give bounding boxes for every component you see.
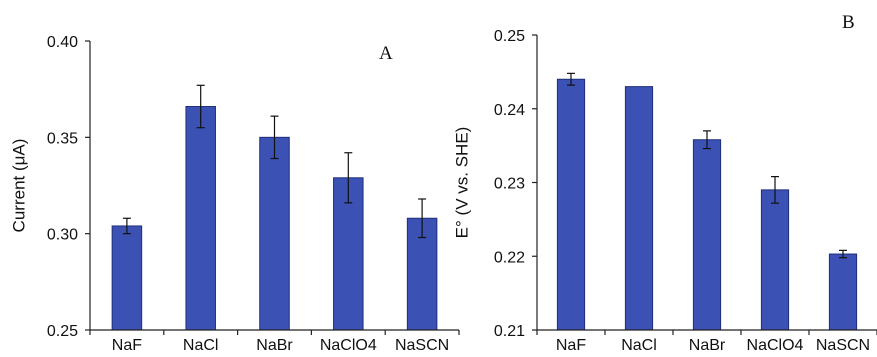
bar-nascn bbox=[828, 253, 858, 331]
y-axis-label: Current (μA) bbox=[9, 139, 28, 233]
x-tick-label: NaBr bbox=[689, 337, 726, 352]
bar-nabr bbox=[692, 139, 722, 331]
bar-nabr bbox=[259, 136, 290, 331]
x-tick-label: NaF bbox=[556, 337, 586, 352]
bar-naclo4 bbox=[760, 189, 790, 331]
x-tick-label: NaCl bbox=[621, 337, 657, 352]
bar-naf bbox=[556, 78, 586, 331]
y-tick-label: 0.40 bbox=[47, 34, 78, 51]
bar-nacl bbox=[624, 86, 654, 331]
y-tick-label: 0.30 bbox=[47, 227, 78, 244]
y-axis-label: E° (V vs. SHE) bbox=[452, 127, 471, 239]
x-tick-label: NaBr bbox=[256, 337, 293, 352]
y-tick-label: 0.22 bbox=[494, 249, 525, 266]
x-tick-label: NaClO4 bbox=[320, 337, 377, 352]
x-tick-label: NaSCN bbox=[395, 337, 449, 352]
x-tick-label: NaClO4 bbox=[747, 337, 804, 352]
y-tick-label: 0.25 bbox=[494, 28, 525, 45]
y-tick-label: 0.21 bbox=[494, 323, 525, 340]
y-tick-label: 0.35 bbox=[47, 130, 78, 147]
y-tick-label: 0.25 bbox=[47, 323, 78, 340]
panel-label: A bbox=[379, 43, 393, 64]
bar-nacl bbox=[185, 106, 216, 331]
x-tick-label: NaCl bbox=[183, 337, 219, 352]
y-tick-label: 0.23 bbox=[494, 176, 525, 193]
x-tick-label: NaSCN bbox=[816, 337, 870, 352]
chart-panel-b: 0.21 0.22 0.23 0.24 0.25 NaF NaCl NaBr NaClO4 NaS… bbox=[452, 12, 877, 354]
bar-naf bbox=[111, 225, 143, 331]
panel-label: B bbox=[842, 12, 855, 33]
chart-panel-a: 0.25 0.30 0.35 0.40 NaF NaCl NaBr NaClO4 NaSCN Cu… bbox=[9, 34, 460, 354]
y-tick-label: 0.24 bbox=[494, 102, 525, 119]
x-tick-label: NaF bbox=[112, 337, 142, 352]
